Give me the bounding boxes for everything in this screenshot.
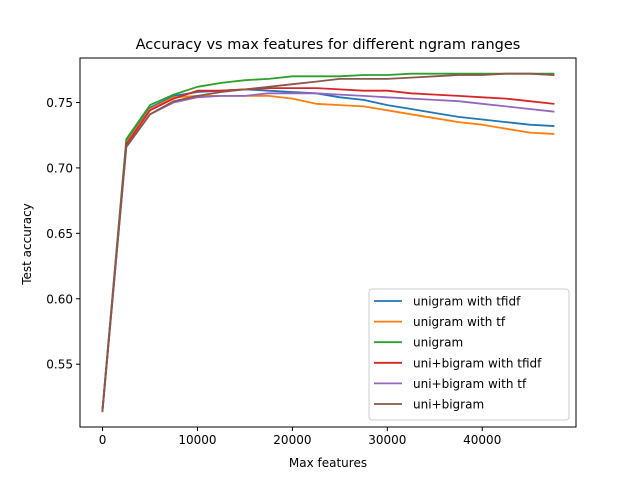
y-tick-label: 0.55 bbox=[46, 358, 73, 372]
x-tick-label: 0 bbox=[99, 433, 107, 447]
series-line-2 bbox=[101, 72, 555, 410]
plot-area-frame bbox=[79, 57, 577, 428]
plot-series bbox=[101, 72, 555, 413]
series-line-0 bbox=[101, 88, 555, 411]
legend-label: uni+bigram bbox=[413, 398, 484, 412]
legend-label: unigram with tfidf bbox=[413, 295, 521, 309]
legend: unigram with tfidf unigram with tf unigram… bbox=[368, 288, 570, 421]
x-axis-ticks: 0 10000 20000 30000 40000 bbox=[99, 427, 501, 447]
y-axis-label: Test accuracy bbox=[20, 203, 34, 286]
y-tick-label: 0.60 bbox=[46, 292, 73, 306]
y-tick-label: 0.70 bbox=[46, 161, 73, 175]
legend-label: uni+bigram with tfidf bbox=[413, 356, 542, 370]
x-axis-label: Max features bbox=[289, 456, 367, 470]
x-tick-label: 30000 bbox=[368, 433, 406, 447]
series-line-5 bbox=[101, 72, 555, 413]
chart-title: Accuracy vs max features for different n… bbox=[136, 37, 521, 53]
series-line-4 bbox=[101, 92, 555, 411]
y-tick-label: 0.75 bbox=[46, 96, 73, 110]
y-axis-ticks: 0.55 0.60 0.65 0.70 0.75 bbox=[46, 96, 80, 372]
x-tick-label: 20000 bbox=[273, 433, 311, 447]
series-line-3 bbox=[101, 87, 555, 411]
x-tick-label: 40000 bbox=[463, 433, 501, 447]
y-tick-label: 0.65 bbox=[46, 227, 73, 241]
legend-label: uni+bigram with tf bbox=[413, 377, 527, 391]
legend-box bbox=[368, 288, 570, 421]
x-tick-label: 10000 bbox=[178, 433, 216, 447]
legend-label: unigram bbox=[413, 336, 463, 350]
legend-label: unigram with tf bbox=[413, 315, 506, 329]
